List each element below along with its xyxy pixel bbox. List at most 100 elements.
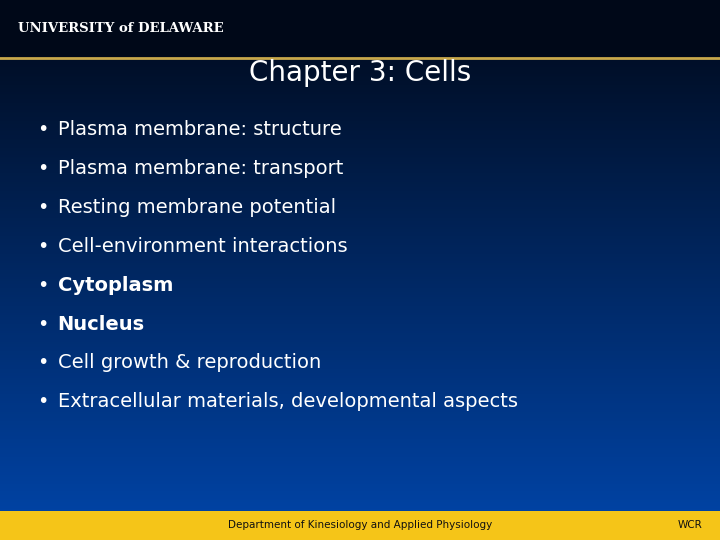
Bar: [0, 423, 720, 425]
Bar: [0, 274, 720, 275]
Bar: [0, 193, 720, 194]
Bar: [0, 56, 720, 58]
Bar: [0, 263, 720, 265]
Bar: [0, 97, 720, 99]
Bar: [0, 23, 720, 25]
Bar: [0, 108, 720, 110]
Bar: [0, 488, 720, 490]
Bar: [0, 79, 720, 81]
Bar: [0, 275, 720, 277]
Bar: [0, 119, 720, 120]
Bar: [0, 16, 720, 18]
Bar: [0, 238, 720, 239]
Bar: [0, 309, 720, 312]
Bar: [0, 331, 720, 333]
Bar: [0, 511, 720, 513]
Bar: [0, 490, 720, 491]
Bar: [0, 239, 720, 241]
Bar: [0, 425, 720, 427]
Bar: [0, 351, 720, 353]
Text: •: •: [37, 275, 49, 295]
Bar: [0, 220, 720, 221]
Bar: [0, 376, 720, 378]
Bar: [0, 187, 720, 189]
Bar: [0, 324, 720, 326]
Bar: [0, 167, 720, 169]
Bar: [0, 401, 720, 403]
Bar: [0, 515, 720, 517]
Bar: [0, 272, 720, 274]
Bar: [0, 227, 720, 228]
Bar: [0, 164, 720, 166]
Bar: [0, 216, 720, 218]
Text: •: •: [37, 120, 49, 139]
Bar: [0, 421, 720, 423]
Bar: [0, 12, 720, 15]
Bar: [0, 150, 720, 151]
Bar: [0, 299, 720, 301]
Bar: [0, 103, 720, 104]
Bar: [0, 362, 720, 363]
Bar: [0, 99, 720, 101]
Bar: [0, 340, 720, 342]
Bar: [0, 189, 720, 191]
Bar: [0, 123, 720, 124]
Bar: [0, 29, 720, 31]
Bar: [0, 96, 720, 97]
Bar: [0, 0, 720, 58]
Bar: [0, 106, 720, 108]
Bar: [0, 382, 720, 383]
Bar: [0, 20, 720, 22]
Bar: [0, 166, 720, 167]
Bar: [0, 355, 720, 356]
Bar: [0, 282, 720, 285]
Bar: [0, 347, 720, 349]
Text: Chapter 3: Cells: Chapter 3: Cells: [249, 59, 471, 87]
Bar: [0, 5, 720, 7]
Bar: [0, 52, 720, 54]
Bar: [0, 416, 720, 417]
Text: Cell-environment interactions: Cell-environment interactions: [58, 237, 347, 256]
Text: Department of Kinesiology and Applied Physiology: Department of Kinesiology and Applied Ph…: [228, 521, 492, 530]
Bar: [0, 88, 720, 90]
Bar: [0, 387, 720, 389]
Bar: [0, 27, 720, 29]
Bar: [0, 329, 720, 331]
Bar: [0, 266, 720, 268]
Bar: [0, 77, 720, 79]
Bar: [0, 133, 720, 135]
Bar: [0, 461, 720, 463]
Bar: [0, 455, 720, 457]
Bar: [0, 182, 720, 184]
Bar: [0, 153, 720, 155]
Bar: [0, 196, 720, 198]
Bar: [0, 120, 720, 123]
Bar: [0, 200, 720, 201]
Bar: [0, 66, 720, 69]
Text: Plasma membrane: transport: Plasma membrane: transport: [58, 159, 343, 178]
Bar: [0, 292, 720, 293]
Bar: [0, 414, 720, 416]
Bar: [0, 59, 720, 61]
Bar: [0, 452, 720, 454]
Bar: [0, 436, 720, 437]
Bar: [0, 317, 720, 319]
Text: WCR: WCR: [678, 521, 702, 530]
Bar: [0, 498, 720, 501]
Bar: [0, 531, 720, 533]
Bar: [0, 481, 720, 482]
Bar: [0, 417, 720, 420]
Bar: [0, 104, 720, 106]
Bar: [0, 81, 720, 83]
Bar: [0, 339, 720, 340]
Bar: [0, 160, 720, 162]
Bar: [0, 232, 720, 234]
Bar: [0, 363, 720, 366]
Bar: [0, 448, 720, 450]
Bar: [0, 432, 720, 434]
Bar: [0, 139, 720, 140]
Bar: [0, 45, 720, 47]
Bar: [0, 385, 720, 387]
Bar: [0, 389, 720, 390]
Bar: [0, 151, 720, 153]
